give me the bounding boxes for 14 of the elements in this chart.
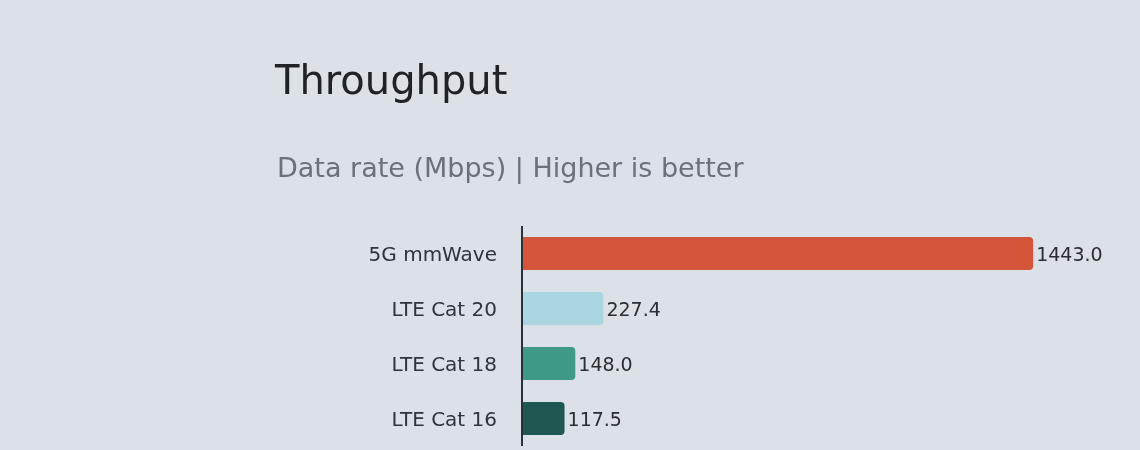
data-label: 117.5 <box>567 407 622 430</box>
data-label: 1443.0 <box>1036 242 1103 265</box>
data-label: 148.0 <box>578 352 633 375</box>
y-tick-label: 5G mmWave <box>368 241 497 266</box>
y-tick-label: LTE Cat 20 <box>391 296 497 321</box>
chart-title: Throughput <box>274 57 508 103</box>
bar <box>523 237 1034 270</box>
bar <box>523 402 565 435</box>
chart-subtitle: Data rate (Mbps) | Higher is better <box>277 152 745 184</box>
y-tick-label: LTE Cat 16 <box>391 406 497 431</box>
bar <box>523 347 576 380</box>
y-tick-label: LTE Cat 18 <box>391 351 497 376</box>
bar <box>523 292 604 325</box>
data-label: 227.4 <box>606 297 661 320</box>
